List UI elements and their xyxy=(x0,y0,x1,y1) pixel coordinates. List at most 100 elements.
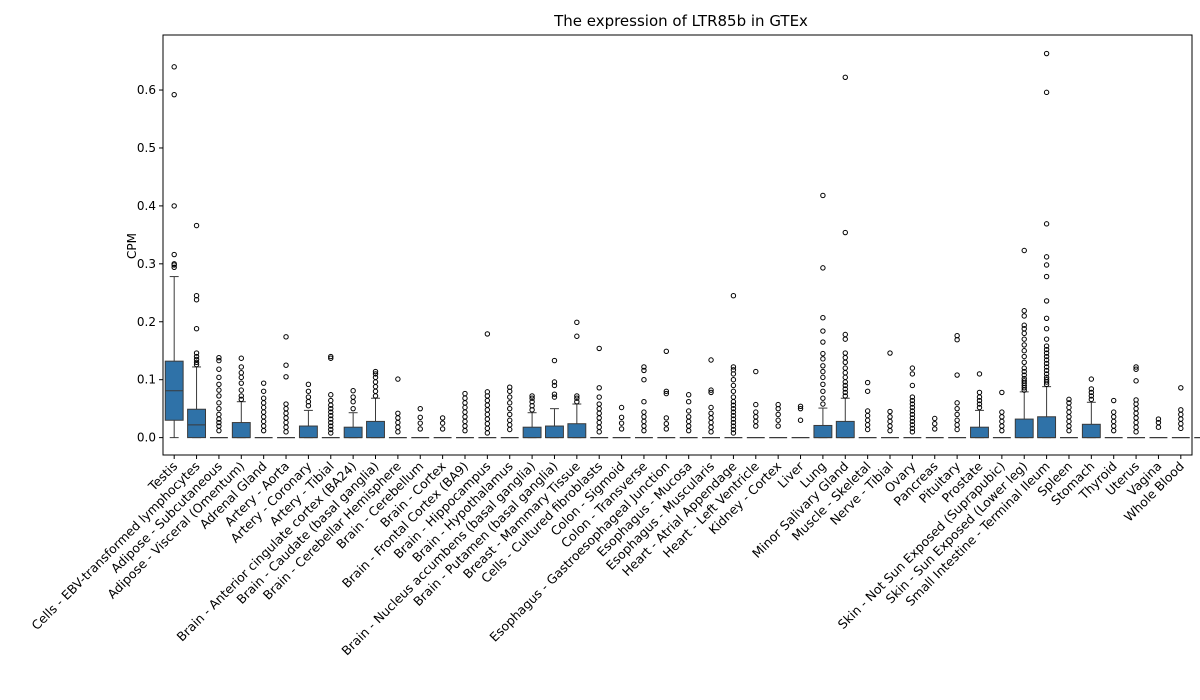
outlier-point xyxy=(596,394,602,400)
outlier-point xyxy=(529,399,535,405)
outlier-point xyxy=(909,411,916,418)
box-group xyxy=(702,357,721,439)
outlier-point xyxy=(193,350,200,356)
outlier-point xyxy=(216,423,222,429)
box-group xyxy=(522,393,542,439)
outlier-point xyxy=(730,405,737,412)
outlier-point xyxy=(574,395,580,401)
box-group xyxy=(254,380,273,439)
box-group xyxy=(567,319,587,439)
outlier-point xyxy=(753,423,759,429)
outlier-point xyxy=(328,419,334,426)
box-iqr xyxy=(1014,418,1034,439)
outlier-point xyxy=(1043,374,1050,381)
box-group xyxy=(657,348,676,439)
plot-area xyxy=(164,50,1200,439)
box-group xyxy=(1014,247,1034,439)
box-group xyxy=(925,415,944,439)
outlier-point xyxy=(372,383,379,390)
outlier-point xyxy=(283,419,289,426)
outlier-point xyxy=(909,397,916,404)
box-group xyxy=(388,376,407,439)
outlier-point xyxy=(1111,409,1117,415)
outlier-point xyxy=(1021,378,1027,384)
outlier-point xyxy=(641,376,647,383)
outlier-point xyxy=(842,74,848,80)
outlier-point xyxy=(417,405,423,412)
outlier-point xyxy=(909,418,916,425)
outlier-point xyxy=(1133,397,1139,403)
outlier-point xyxy=(462,427,468,434)
outlier-point xyxy=(484,411,491,418)
outlier-point xyxy=(238,370,244,376)
outlier-point xyxy=(395,376,401,382)
box-group xyxy=(970,371,989,439)
outlier-point xyxy=(1043,89,1050,96)
y-axis-label: CPM xyxy=(125,233,139,259)
box-iqr xyxy=(366,420,385,439)
outlier-point xyxy=(574,333,580,339)
outlier-point xyxy=(1178,407,1184,413)
box-group xyxy=(187,222,207,439)
outlier-point xyxy=(596,405,602,412)
outlier-point xyxy=(1043,254,1050,260)
outlier-point xyxy=(417,420,423,426)
outlier-point xyxy=(954,372,960,378)
outlier-point xyxy=(730,364,737,370)
outlier-point xyxy=(1133,415,1139,421)
outlier-point xyxy=(1021,353,1027,360)
outlier-point xyxy=(1178,425,1184,432)
outlier-point xyxy=(193,359,200,366)
outlier-point xyxy=(1043,353,1050,360)
outlier-point xyxy=(1133,410,1139,416)
outlier-point xyxy=(1043,273,1050,280)
outlier-point xyxy=(1043,298,1050,304)
outlier-point xyxy=(551,382,558,389)
outlier-point xyxy=(283,401,289,407)
outlier-point xyxy=(842,229,848,236)
outlier-point xyxy=(730,388,737,394)
outlier-point xyxy=(820,395,826,401)
outlier-point xyxy=(1066,396,1072,403)
outlier-point xyxy=(685,427,692,434)
outlier-point xyxy=(1043,262,1050,268)
outlier-point xyxy=(596,419,602,426)
outlier-point xyxy=(954,405,960,412)
outlier-point xyxy=(775,423,781,429)
outlier-point xyxy=(216,354,222,361)
outlier-point xyxy=(976,397,983,404)
outlier-point xyxy=(484,397,491,404)
outlier-point xyxy=(730,412,737,419)
box-group xyxy=(1060,396,1078,439)
box-iqr xyxy=(835,420,855,439)
box-group xyxy=(835,74,855,439)
outlier-point xyxy=(842,389,848,396)
outlier-point xyxy=(909,408,916,414)
outlier-point xyxy=(529,395,535,401)
outlier-point xyxy=(820,363,826,369)
outlier-point xyxy=(171,251,177,258)
outlier-point xyxy=(372,379,379,385)
outlier-point xyxy=(216,357,222,364)
outlier-point xyxy=(1111,427,1117,434)
outlier-point xyxy=(909,422,916,428)
outlier-point xyxy=(596,424,602,430)
outlier-point xyxy=(1043,371,1050,377)
outlier-point xyxy=(1043,336,1050,342)
outlier-point xyxy=(842,365,848,371)
outlier-point xyxy=(372,374,379,381)
outlier-point xyxy=(260,414,267,420)
box-iqr xyxy=(522,426,542,439)
box-group xyxy=(769,401,788,439)
box-group xyxy=(1104,397,1123,439)
outlier-point xyxy=(1178,411,1184,418)
outlier-point xyxy=(305,388,312,394)
outlier-point xyxy=(685,399,692,405)
outlier-point xyxy=(909,394,916,400)
box-group xyxy=(1127,364,1146,439)
outlier-point xyxy=(1021,308,1027,314)
outlier-point xyxy=(842,331,848,338)
outlier-point xyxy=(328,405,334,412)
outlier-point xyxy=(820,368,826,375)
